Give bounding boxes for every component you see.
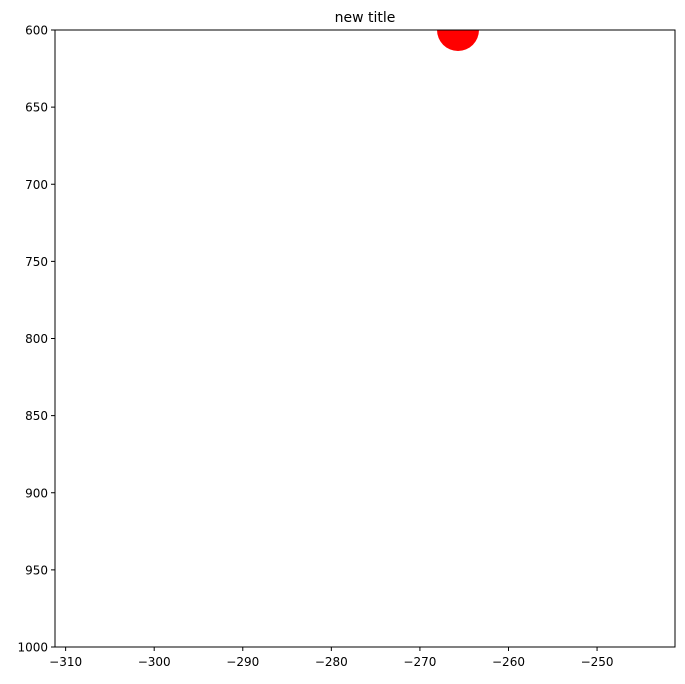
scatter-point bbox=[437, 30, 479, 51]
x-tick-label: −300 bbox=[138, 655, 171, 669]
y-tick-label: 750 bbox=[25, 255, 48, 269]
y-tick-label: 650 bbox=[25, 101, 48, 115]
y-tick-label: 850 bbox=[25, 409, 48, 423]
y-tick-label: 700 bbox=[25, 178, 48, 192]
y-axis: 600 650 700 750 800 850 900 950 1000 bbox=[17, 24, 55, 655]
x-axis: −310 −300 −290 −280 −270 −260 −250 bbox=[49, 647, 614, 669]
y-tick-label: 600 bbox=[25, 24, 48, 38]
y-tick-label: 800 bbox=[25, 332, 48, 346]
plot-points bbox=[437, 30, 479, 51]
y-tick-label: 950 bbox=[25, 563, 48, 577]
x-tick-label: −290 bbox=[226, 655, 259, 669]
x-tick-label: −280 bbox=[315, 655, 348, 669]
x-tick-label: −250 bbox=[581, 655, 614, 669]
y-tick-label: 900 bbox=[25, 486, 48, 500]
chart-title: new title bbox=[335, 10, 396, 26]
plot-frame bbox=[54, 29, 676, 648]
x-tick-label: −270 bbox=[403, 655, 436, 669]
x-tick-label: −310 bbox=[49, 655, 82, 669]
x-tick-label: −260 bbox=[492, 655, 525, 669]
y-tick-label: 1000 bbox=[17, 641, 48, 655]
